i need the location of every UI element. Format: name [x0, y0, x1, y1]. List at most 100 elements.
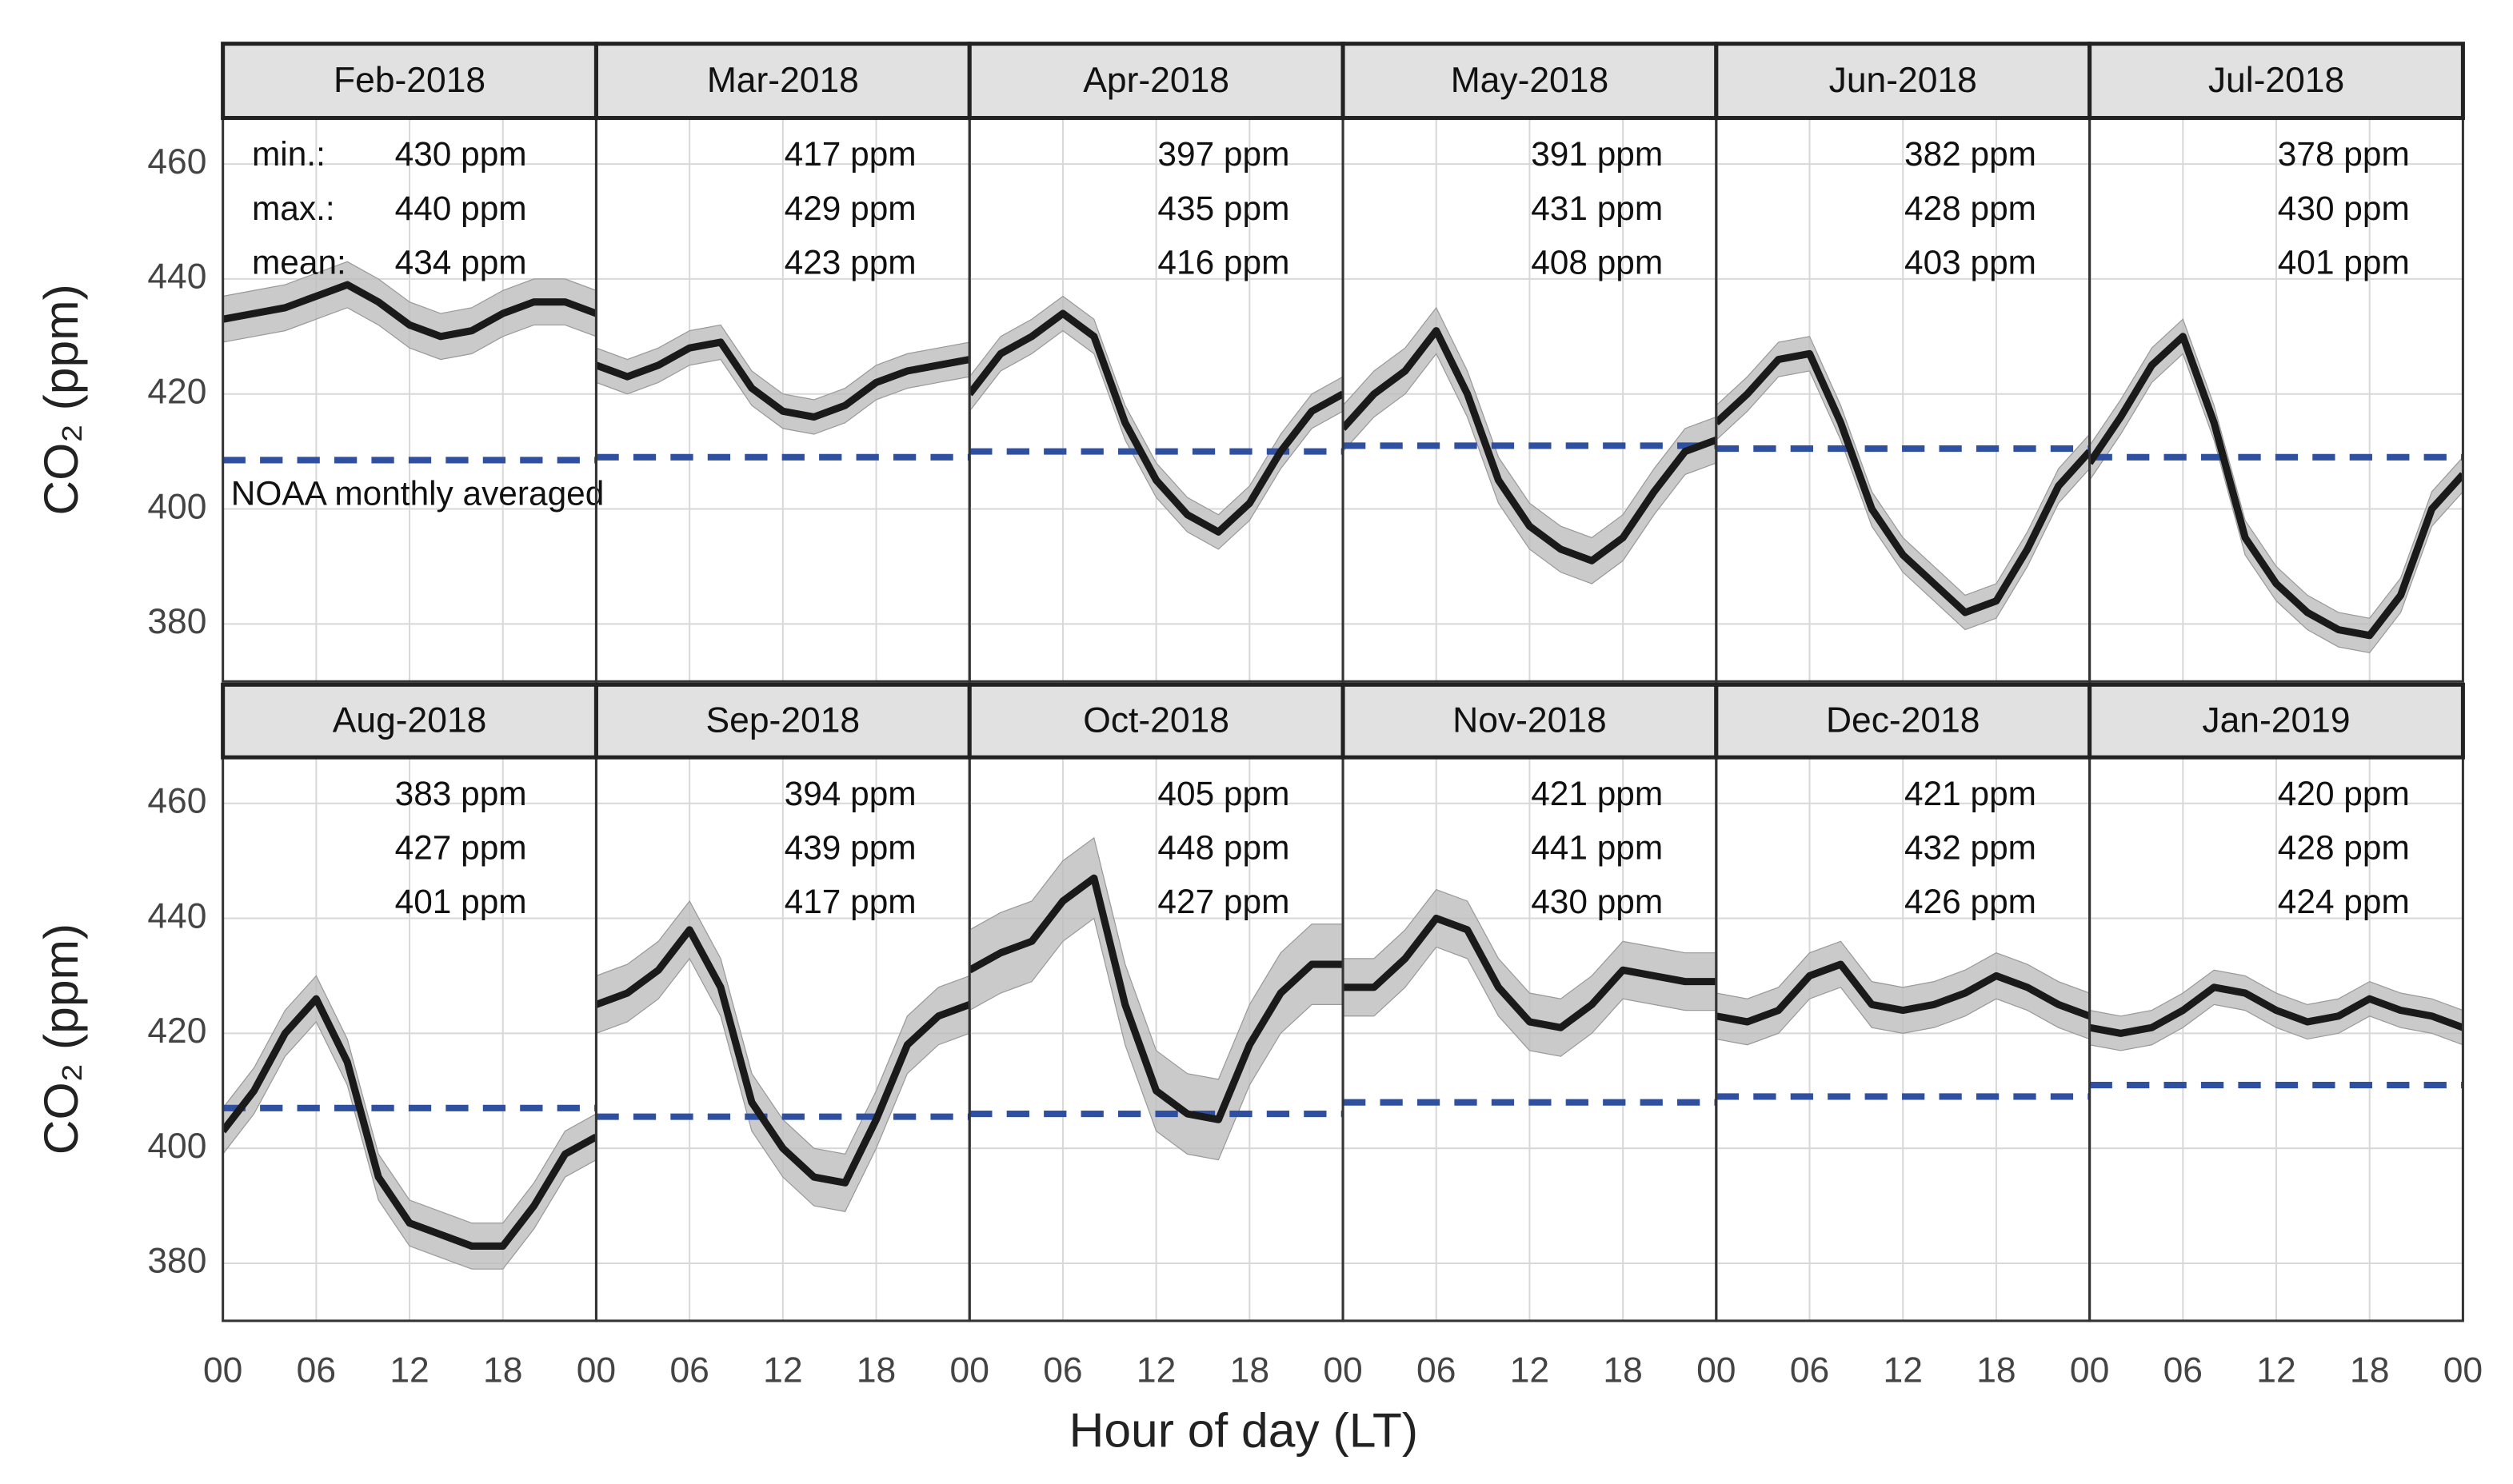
x-tick-label: 06: [2163, 1350, 2203, 1390]
stat-label: 405 ppm: [1157, 775, 1289, 812]
x-tick-label: 06: [1043, 1350, 1082, 1390]
panel-header: [967, 42, 1345, 121]
x-tick-label: 12: [390, 1350, 429, 1390]
stat-label: 401 ppm: [395, 883, 527, 920]
stat-label: 430 ppm: [2278, 189, 2410, 227]
stat-label: 416 ppm: [1157, 244, 1289, 281]
panel-title: Jan-2019: [2202, 701, 2350, 740]
x-tick-label: 18: [2350, 1350, 2389, 1390]
panel: [1716, 757, 2090, 1321]
line: [596, 926, 970, 1187]
stat-label: 434 ppm: [395, 244, 527, 281]
annotation: NOAA monthly averaged: [231, 474, 605, 512]
stat-label: 428 ppm: [2278, 828, 2410, 866]
stat-label: 401 ppm: [2278, 244, 2410, 281]
x-axis-label: Hour of day (LT): [1069, 1402, 1418, 1457]
stat-label: 397 ppm: [1157, 135, 1289, 173]
y-tick-label: 460: [147, 142, 206, 182]
line: [2089, 333, 2463, 640]
x-tick-label: 12: [763, 1350, 802, 1390]
panel-title: Mar-2018: [707, 61, 859, 100]
line: [1343, 914, 1716, 1031]
band: [969, 836, 1344, 1161]
x-tick-label: 18: [1230, 1350, 1269, 1390]
panel-header: [593, 42, 972, 121]
x-tick-label: 06: [1790, 1350, 1829, 1390]
panel-header: [221, 682, 598, 760]
panel-title: Nov-2018: [1452, 701, 1607, 740]
stat-label: 427 ppm: [395, 828, 527, 866]
stat-label: 429 ppm: [785, 189, 917, 227]
x-tick-label: 12: [1884, 1350, 1923, 1390]
panel: [222, 118, 597, 682]
line: [1716, 349, 2090, 616]
stat-name: min.:: [252, 135, 326, 173]
stat-label: 391 ppm: [1531, 135, 1663, 173]
stat-label: 432 ppm: [1904, 828, 2036, 866]
line: [222, 281, 597, 341]
panel: [969, 757, 1344, 1321]
y-tick-label: 420: [147, 372, 206, 411]
panel: [969, 118, 1344, 682]
x-tick-label: 18: [483, 1350, 522, 1390]
x-tick-label: 00: [950, 1350, 989, 1390]
panel-header: [967, 682, 1345, 760]
stat-label: 439 ppm: [785, 828, 917, 866]
panel-header: [1714, 42, 2092, 121]
panel-title: Feb-2018: [334, 61, 485, 100]
stat-label: 430 ppm: [395, 135, 527, 173]
band: [969, 295, 1344, 550]
y-tick-label: 420: [147, 1011, 206, 1051]
stat-label: 382 ppm: [1904, 135, 2036, 173]
x-tick-label: 06: [297, 1350, 336, 1390]
y-tick-label: 400: [147, 487, 206, 526]
stat-name: max.:: [252, 189, 335, 227]
line: [222, 995, 597, 1250]
panel: [596, 118, 970, 682]
stat-label: 428 ppm: [1904, 189, 2036, 227]
stat-label: 417 ppm: [785, 135, 917, 173]
x-tick-label: 00: [1696, 1350, 1736, 1390]
stat-label: 423 ppm: [785, 244, 917, 281]
x-tick-label: 12: [1510, 1350, 1549, 1390]
stat-label: 426 ppm: [1904, 883, 2036, 920]
y-tick-label: 440: [147, 257, 206, 297]
stat-label: 417 ppm: [785, 883, 917, 920]
stat-label: 430 ppm: [1531, 883, 1663, 920]
stat-name: mean:: [252, 244, 346, 281]
line: [969, 874, 1344, 1123]
x-tick-label: 06: [669, 1350, 709, 1390]
band: [1716, 336, 2090, 631]
x-tick-label: 00: [2070, 1350, 2109, 1390]
y-tick-label: 440: [147, 896, 206, 935]
line: [596, 338, 970, 421]
line: [1343, 327, 1716, 564]
line: [969, 309, 1344, 536]
stat-label: 408 ppm: [1531, 244, 1663, 281]
panel-header: [2088, 682, 2465, 760]
x-tick-label: 00: [2443, 1350, 2483, 1390]
y-tick-label: 380: [147, 602, 206, 641]
x-tick-label: 12: [2256, 1350, 2295, 1390]
y-axis-label: CO₂ (ppm): [34, 924, 88, 1155]
stat-label: 435 ppm: [1157, 189, 1289, 227]
band: [1716, 940, 2090, 1046]
stat-label: 448 ppm: [1157, 828, 1289, 866]
line: [2089, 983, 2463, 1037]
stat-label: 440 ppm: [395, 189, 527, 227]
x-tick-label: 06: [1416, 1350, 1456, 1390]
line: [1716, 960, 2090, 1026]
x-tick-label: 00: [577, 1350, 616, 1390]
stat-label: 383 ppm: [395, 775, 527, 812]
stat-label: 378 ppm: [2278, 135, 2410, 173]
panel-title: Aug-2018: [333, 701, 487, 740]
panel-title: Oct-2018: [1083, 701, 1229, 740]
panel-title: Jul-2018: [2208, 61, 2344, 100]
stat-label: 421 ppm: [1904, 775, 2036, 812]
stat-label: 403 ppm: [1904, 244, 2036, 281]
x-tick-label: 18: [1603, 1350, 1642, 1390]
panel-title: Apr-2018: [1083, 61, 1229, 100]
x-tick-label: 18: [857, 1350, 896, 1390]
